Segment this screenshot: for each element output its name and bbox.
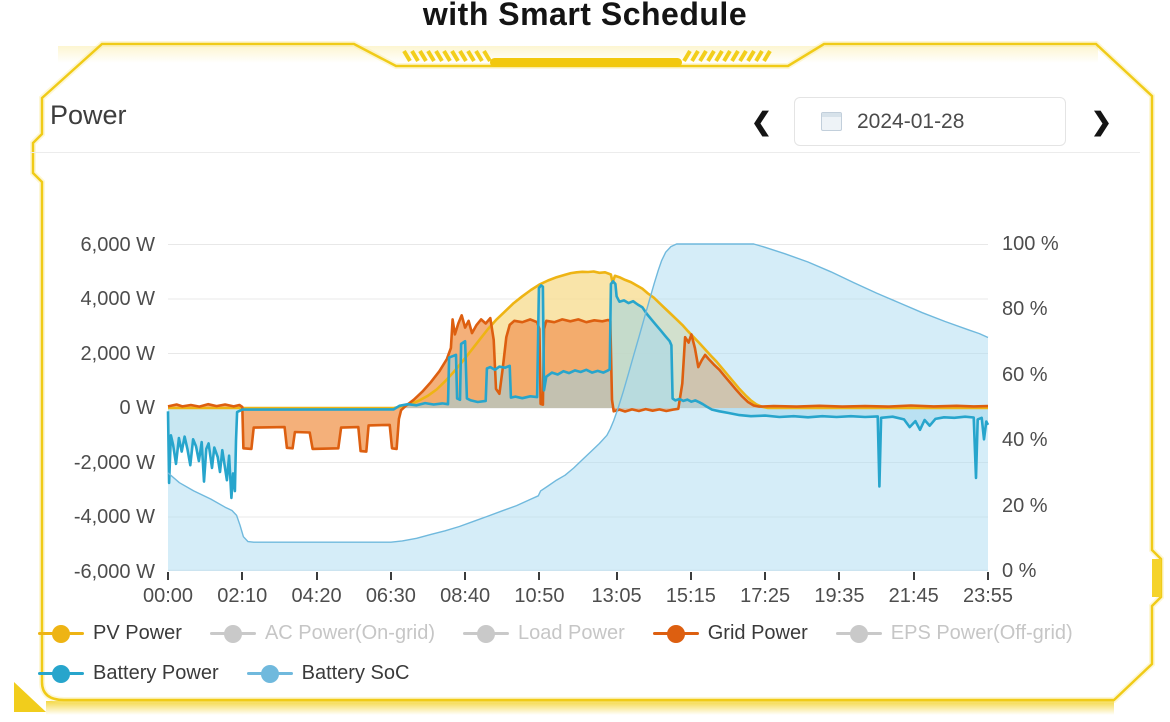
y-axis-left-tick: 6,000 W bbox=[80, 233, 155, 256]
legend-item-ac-power-on-grid-[interactable]: AC Power(On-grid) bbox=[209, 622, 435, 645]
x-axis-tick-label: 15:15 bbox=[665, 585, 716, 607]
x-axis-tick-label: 00:00 bbox=[142, 585, 194, 607]
series-area-battery-power bbox=[168, 281, 988, 498]
legend-marker-dot bbox=[666, 624, 685, 643]
legend-marker-dot bbox=[849, 624, 868, 643]
header-divider bbox=[30, 152, 1140, 153]
legend-label: PV Power bbox=[93, 622, 182, 644]
x-axis-tick-label: 17:25 bbox=[740, 585, 791, 607]
x-axis-tick-label: 10:50 bbox=[514, 585, 565, 607]
legend-marker-icon bbox=[652, 624, 699, 643]
chart-plot-area[interactable] bbox=[166, 235, 990, 571]
section-title: Power bbox=[50, 100, 127, 130]
y-axis-right-tick: 20 % bbox=[1002, 494, 1048, 517]
x-axis-tick-mark bbox=[838, 572, 841, 580]
y-axis-left-tick: 4,000 W bbox=[80, 288, 155, 310]
legend-marker-dot bbox=[223, 624, 242, 643]
chart-legend-row-2: Battery Power Battery SoC bbox=[38, 662, 409, 685]
legend-marker-dot bbox=[52, 664, 70, 683]
x-axis-tick-mark bbox=[315, 572, 318, 580]
x-axis-tick-label: 19:35 bbox=[814, 585, 865, 607]
legend-marker-dot bbox=[476, 624, 495, 643]
y-axis-right-tick: 100 % bbox=[1002, 233, 1059, 255]
legend-marker-icon bbox=[246, 664, 293, 683]
series-line-pv-power bbox=[168, 270, 988, 410]
legend-label: Load Power bbox=[517, 622, 625, 644]
y-axis-left-tick: -6,000 W bbox=[73, 560, 155, 583]
legend-item-load-power[interactable]: Load Power bbox=[462, 622, 625, 645]
legend-label: AC Power(On-grid) bbox=[264, 622, 435, 644]
y-axis-left-tick: -2,000 W bbox=[73, 451, 155, 474]
y-axis-left-tick: -4,000 W bbox=[73, 506, 155, 528]
frame-hatch-right bbox=[682, 49, 772, 63]
x-axis-tick-mark bbox=[167, 572, 169, 580]
x-axis-tick-label: 06:30 bbox=[365, 585, 416, 607]
frame-center-bar bbox=[490, 58, 682, 67]
x-axis-tick-label: 13:05 bbox=[591, 585, 642, 607]
legend-label: Battery SoC bbox=[301, 662, 410, 684]
page-title: with Smart Schedule bbox=[422, 0, 748, 32]
frame-top-glow bbox=[58, 46, 1098, 63]
legend-marker-icon bbox=[38, 624, 84, 643]
legend-marker-icon bbox=[38, 664, 84, 683]
legend-item-pv-power[interactable]: PV Power bbox=[38, 622, 182, 645]
legend-item-battery-power[interactable]: Battery Power bbox=[38, 662, 219, 685]
x-axis-tick-mark bbox=[389, 572, 392, 580]
chart-legend-row-1: PV Power AC Power(On-grid) Load Power Grid … bbox=[38, 622, 1073, 645]
calendar-icon[interactable] bbox=[821, 112, 842, 131]
series-line-battery-power bbox=[166, 280, 990, 500]
series-line-battery-soc bbox=[167, 243, 989, 543]
date-picker[interactable]: 2024-01-28 bbox=[794, 97, 1066, 146]
x-axis-tick-mark bbox=[987, 572, 989, 580]
x-axis-tick-mark bbox=[464, 572, 467, 580]
legend-label: Battery Power bbox=[93, 662, 219, 684]
date-value[interactable]: 2024-01-28 bbox=[857, 109, 965, 133]
frame-bottom-fade bbox=[46, 701, 1114, 715]
x-axis-tick-mark bbox=[241, 572, 244, 580]
series-line-grid-power bbox=[167, 314, 989, 453]
legend-marker-dot bbox=[260, 664, 279, 683]
series-area-battery-soc bbox=[168, 244, 988, 571]
x-axis-tick-mark bbox=[689, 572, 692, 580]
x-axis-tick-mark bbox=[764, 572, 767, 580]
frame-corner-triangle bbox=[14, 682, 46, 712]
y-axis-right-tick: 80 % bbox=[1002, 298, 1048, 321]
y-axis-right-tick: 60 % bbox=[1002, 363, 1048, 386]
y-axis-right-tick: 40 % bbox=[1002, 429, 1048, 452]
x-axis-tick-mark bbox=[538, 572, 541, 580]
x-axis-tick-label: 02:10 bbox=[217, 585, 268, 607]
x-axis-tick-label: 08:40 bbox=[440, 585, 491, 607]
x-axis-tick-label: 21:45 bbox=[888, 585, 939, 607]
x-axis-tick-mark bbox=[615, 572, 618, 580]
x-axis-tick-label: 23:55 bbox=[962, 585, 1014, 607]
legend-marker-icon bbox=[209, 624, 256, 643]
legend-label: Grid Power bbox=[707, 622, 808, 644]
legend-label: EPS Power(Off-grid) bbox=[890, 622, 1073, 644]
next-day-button[interactable]: ❯ bbox=[1091, 108, 1112, 136]
y-axis-left-tick: 2,000 W bbox=[80, 342, 155, 365]
legend-marker-icon bbox=[462, 624, 509, 643]
legend-item-grid-power[interactable]: Grid Power bbox=[652, 622, 808, 645]
x-axis-tick-label: 04:20 bbox=[291, 585, 342, 607]
x-axis-tick-mark bbox=[912, 572, 915, 580]
legend-item-eps-power-off-grid-[interactable]: EPS Power(Off-grid) bbox=[835, 622, 1073, 645]
frame-hatch-left bbox=[402, 49, 492, 63]
y-axis-left-tick: 0 W bbox=[119, 397, 155, 419]
legend-item-battery-soc[interactable]: Battery SoC bbox=[246, 662, 410, 685]
legend-marker-dot bbox=[52, 624, 70, 643]
legend-marker-icon bbox=[835, 624, 882, 643]
y-axis-right-tick: 0 % bbox=[1002, 560, 1037, 582]
frame-right-notch bbox=[1152, 559, 1161, 597]
previous-day-button[interactable]: ❮ bbox=[751, 108, 772, 136]
